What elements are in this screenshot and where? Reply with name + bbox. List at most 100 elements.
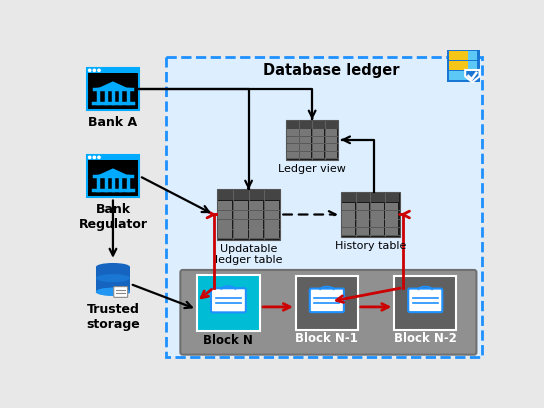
Polygon shape	[465, 70, 479, 82]
FancyBboxPatch shape	[234, 201, 248, 210]
Circle shape	[98, 69, 100, 71]
Text: Database ledger: Database ledger	[263, 63, 400, 78]
FancyBboxPatch shape	[234, 211, 248, 219]
FancyBboxPatch shape	[265, 201, 279, 210]
FancyBboxPatch shape	[357, 228, 369, 235]
FancyBboxPatch shape	[86, 68, 139, 110]
FancyBboxPatch shape	[211, 288, 246, 313]
FancyBboxPatch shape	[249, 229, 263, 238]
FancyBboxPatch shape	[166, 57, 482, 357]
FancyBboxPatch shape	[96, 267, 130, 293]
FancyBboxPatch shape	[287, 152, 299, 158]
FancyBboxPatch shape	[371, 211, 384, 219]
FancyBboxPatch shape	[371, 220, 384, 227]
Polygon shape	[97, 81, 129, 89]
FancyBboxPatch shape	[313, 137, 324, 144]
FancyBboxPatch shape	[218, 201, 232, 210]
Polygon shape	[97, 169, 129, 175]
Text: Block N-1: Block N-1	[295, 333, 358, 345]
Ellipse shape	[96, 263, 130, 271]
FancyBboxPatch shape	[394, 276, 456, 330]
FancyBboxPatch shape	[313, 144, 324, 151]
FancyBboxPatch shape	[218, 211, 232, 219]
FancyBboxPatch shape	[408, 288, 442, 312]
FancyBboxPatch shape	[326, 129, 337, 136]
FancyBboxPatch shape	[287, 129, 299, 136]
FancyBboxPatch shape	[287, 137, 299, 144]
FancyBboxPatch shape	[459, 61, 467, 70]
FancyBboxPatch shape	[300, 152, 311, 158]
FancyBboxPatch shape	[313, 152, 324, 158]
FancyBboxPatch shape	[341, 192, 400, 237]
FancyBboxPatch shape	[448, 61, 458, 70]
FancyBboxPatch shape	[296, 276, 358, 330]
FancyBboxPatch shape	[114, 286, 128, 297]
FancyBboxPatch shape	[86, 155, 139, 197]
Circle shape	[89, 69, 91, 71]
FancyBboxPatch shape	[86, 68, 139, 73]
FancyBboxPatch shape	[300, 129, 311, 136]
FancyBboxPatch shape	[357, 203, 369, 211]
FancyBboxPatch shape	[371, 228, 384, 235]
FancyBboxPatch shape	[468, 51, 478, 60]
FancyBboxPatch shape	[265, 220, 279, 228]
FancyBboxPatch shape	[218, 229, 232, 238]
FancyBboxPatch shape	[181, 270, 477, 355]
FancyBboxPatch shape	[468, 71, 478, 80]
Text: Block N: Block N	[203, 334, 254, 347]
FancyBboxPatch shape	[385, 203, 398, 211]
FancyBboxPatch shape	[86, 155, 139, 160]
FancyBboxPatch shape	[234, 220, 248, 228]
Ellipse shape	[96, 274, 130, 282]
FancyBboxPatch shape	[448, 51, 458, 60]
FancyBboxPatch shape	[357, 220, 369, 227]
Text: Bank A: Bank A	[88, 116, 138, 129]
FancyBboxPatch shape	[385, 220, 398, 227]
FancyBboxPatch shape	[249, 220, 263, 228]
Ellipse shape	[96, 288, 130, 296]
FancyBboxPatch shape	[342, 228, 355, 235]
Text: Ledger view: Ledger view	[278, 164, 346, 175]
FancyBboxPatch shape	[447, 50, 479, 82]
FancyBboxPatch shape	[371, 203, 384, 211]
FancyBboxPatch shape	[234, 229, 248, 238]
FancyBboxPatch shape	[96, 267, 130, 292]
FancyBboxPatch shape	[300, 144, 311, 151]
FancyBboxPatch shape	[326, 152, 337, 158]
FancyBboxPatch shape	[342, 211, 355, 219]
FancyBboxPatch shape	[385, 211, 398, 219]
FancyBboxPatch shape	[287, 144, 299, 151]
FancyBboxPatch shape	[459, 71, 467, 80]
FancyBboxPatch shape	[249, 211, 263, 219]
FancyBboxPatch shape	[357, 211, 369, 219]
FancyBboxPatch shape	[265, 211, 279, 219]
FancyBboxPatch shape	[342, 220, 355, 227]
Text: Updatable
ledger table: Updatable ledger table	[215, 244, 282, 265]
FancyBboxPatch shape	[385, 228, 398, 235]
Circle shape	[98, 156, 100, 159]
FancyBboxPatch shape	[287, 121, 338, 129]
Circle shape	[93, 69, 96, 71]
Text: Trusted
storage: Trusted storage	[86, 303, 140, 331]
FancyBboxPatch shape	[249, 201, 263, 210]
Circle shape	[89, 156, 91, 159]
FancyBboxPatch shape	[326, 144, 337, 151]
FancyBboxPatch shape	[218, 190, 280, 200]
FancyBboxPatch shape	[313, 129, 324, 136]
FancyBboxPatch shape	[265, 229, 279, 238]
FancyBboxPatch shape	[326, 137, 337, 144]
FancyBboxPatch shape	[342, 203, 355, 211]
FancyBboxPatch shape	[448, 71, 458, 80]
Text: History table: History table	[335, 241, 406, 251]
FancyBboxPatch shape	[217, 189, 280, 239]
FancyBboxPatch shape	[310, 288, 344, 312]
FancyBboxPatch shape	[342, 193, 399, 202]
FancyBboxPatch shape	[218, 220, 232, 228]
FancyBboxPatch shape	[459, 51, 467, 60]
Text: Block N-2: Block N-2	[394, 333, 457, 345]
Circle shape	[93, 156, 96, 159]
FancyBboxPatch shape	[286, 120, 338, 160]
FancyBboxPatch shape	[468, 61, 478, 70]
Ellipse shape	[96, 288, 130, 296]
Text: Bank
Regulator: Bank Regulator	[78, 203, 147, 231]
